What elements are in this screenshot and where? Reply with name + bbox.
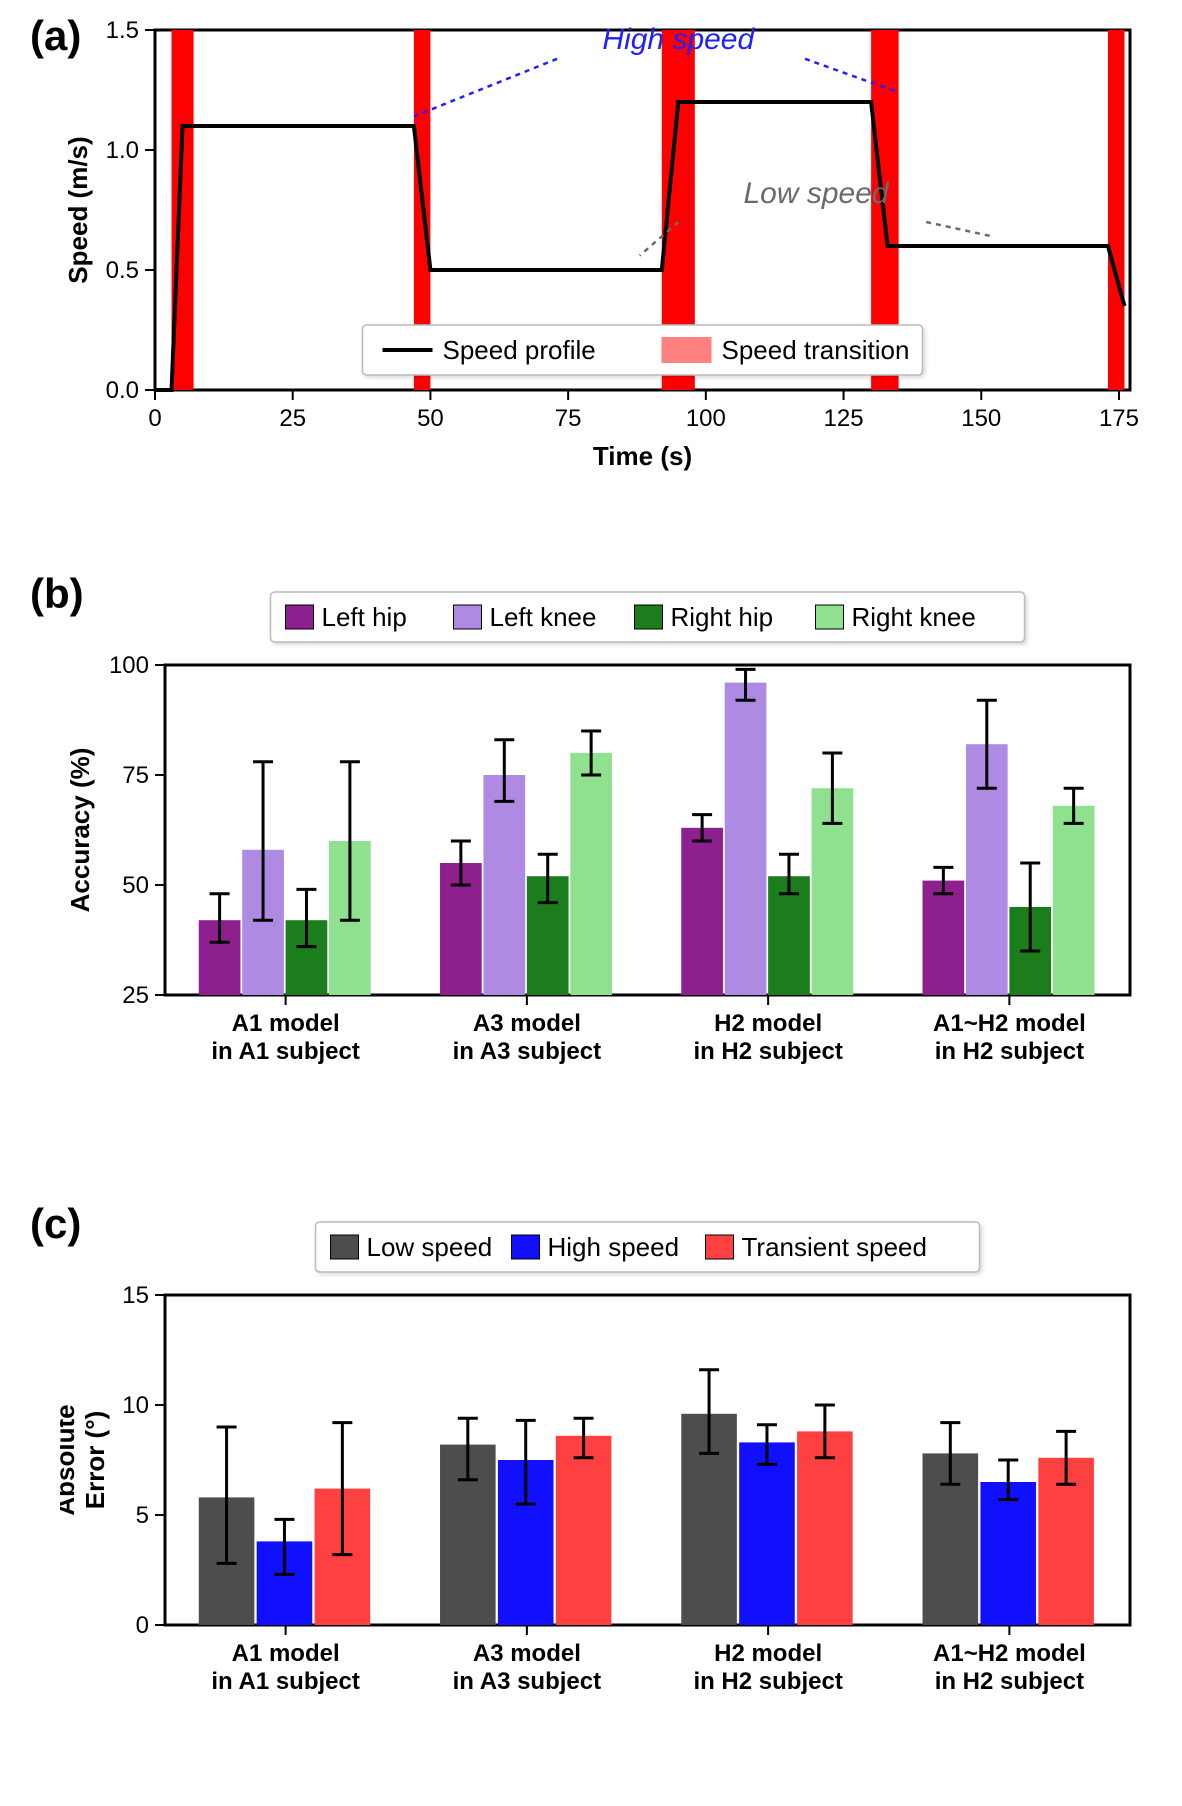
svg-text:0.5: 0.5 bbox=[106, 257, 139, 284]
svg-text:175: 175 bbox=[1099, 405, 1139, 432]
svg-text:Speed profile: Speed profile bbox=[443, 335, 596, 365]
svg-text:75: 75 bbox=[555, 405, 582, 432]
svg-text:Time (s): Time (s) bbox=[593, 441, 692, 471]
svg-text:Low speed: Low speed bbox=[743, 177, 889, 210]
svg-text:0: 0 bbox=[148, 405, 161, 432]
svg-text:in H2 subject: in H2 subject bbox=[693, 1038, 842, 1065]
svg-text:in H2 subject: in H2 subject bbox=[693, 1668, 842, 1695]
svg-text:in H2 subject: in H2 subject bbox=[935, 1668, 1084, 1695]
svg-text:H2 model: H2 model bbox=[714, 1640, 822, 1667]
svg-text:A3 model: A3 model bbox=[473, 1640, 581, 1667]
svg-text:in A1 subject: in A1 subject bbox=[211, 1668, 359, 1695]
svg-text:A1 model: A1 model bbox=[232, 1010, 340, 1037]
svg-text:A1 model: A1 model bbox=[232, 1640, 340, 1667]
svg-text:Low speed: Low speed bbox=[367, 1232, 493, 1262]
svg-text:125: 125 bbox=[824, 405, 864, 432]
svg-text:Error (°): Error (°) bbox=[80, 1411, 110, 1510]
svg-text:1.5: 1.5 bbox=[106, 17, 139, 44]
svg-text:Transient speed: Transient speed bbox=[742, 1232, 927, 1262]
svg-text:25: 25 bbox=[122, 982, 149, 1009]
svg-text:15: 15 bbox=[122, 1282, 149, 1309]
svg-text:25: 25 bbox=[279, 405, 306, 432]
svg-text:High speed: High speed bbox=[548, 1232, 680, 1262]
svg-text:A3 model: A3 model bbox=[473, 1010, 581, 1037]
svg-text:Speed transition: Speed transition bbox=[722, 335, 910, 365]
svg-text:Right hip: Right hip bbox=[671, 602, 774, 632]
panel-b-chart: 25 50 75 100 Accuracy (%) A1 modelin A1 subje… bbox=[60, 560, 1160, 1180]
svg-text:in A3 subject: in A3 subject bbox=[453, 1668, 601, 1695]
svg-text:A1~H2 model: A1~H2 model bbox=[933, 1640, 1086, 1667]
svg-text:A1~H2 model: A1~H2 model bbox=[933, 1010, 1086, 1037]
svg-text:75: 75 bbox=[122, 762, 149, 789]
panel-a-chart: 0.0 0.5 1.0 1.5 0 25 50 75 100 125 150 175 Time (s) S… bbox=[60, 0, 1160, 540]
svg-text:100: 100 bbox=[686, 405, 726, 432]
svg-text:0.0: 0.0 bbox=[106, 377, 139, 404]
svg-text:Left hip: Left hip bbox=[322, 602, 407, 632]
svg-text:10: 10 bbox=[122, 1392, 149, 1419]
svg-text:High speed: High speed bbox=[602, 23, 755, 56]
svg-text:0: 0 bbox=[136, 1612, 149, 1639]
svg-text:Speed (m/s): Speed (m/s) bbox=[63, 136, 93, 283]
svg-text:100: 100 bbox=[109, 652, 149, 679]
svg-text:Right knee: Right knee bbox=[852, 602, 976, 632]
svg-text:50: 50 bbox=[417, 405, 444, 432]
svg-text:in A1 subject: in A1 subject bbox=[211, 1038, 359, 1065]
svg-text:Absolute: Absolute bbox=[60, 1404, 80, 1515]
svg-text:in A3 subject: in A3 subject bbox=[453, 1038, 601, 1065]
svg-text:Left knee: Left knee bbox=[490, 602, 597, 632]
panel-c-chart: 0 5 10 15 AbsoluteError (°) A1 modelin A1 sub… bbox=[60, 1190, 1160, 1790]
svg-text:50: 50 bbox=[122, 872, 149, 899]
svg-text:H2 model: H2 model bbox=[714, 1010, 822, 1037]
svg-text:5: 5 bbox=[136, 1502, 149, 1529]
svg-text:150: 150 bbox=[961, 405, 1001, 432]
svg-text:Accuracy (%): Accuracy (%) bbox=[65, 748, 95, 913]
svg-text:1.0: 1.0 bbox=[106, 137, 139, 164]
svg-text:in H2 subject: in H2 subject bbox=[935, 1038, 1084, 1065]
